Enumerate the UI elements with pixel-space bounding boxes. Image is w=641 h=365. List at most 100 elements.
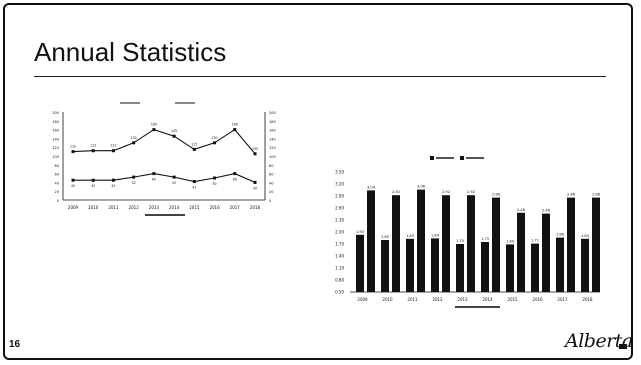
- bar-series-2: [492, 197, 500, 292]
- x-tick-label: 2009: [357, 297, 368, 302]
- legend-swatch-1: [430, 156, 434, 160]
- y-tick-label-left: 80: [55, 164, 59, 168]
- bar-data-label: 2.48: [517, 208, 526, 212]
- legend-label-mark-1: [436, 157, 454, 159]
- x-tick-label: 2010: [382, 297, 393, 302]
- y-tick-label: 1.70: [335, 242, 344, 247]
- bar-data-label: 2.86: [567, 193, 576, 197]
- y-tick-label-left: 20: [55, 190, 59, 194]
- y-tick-label: 3.50: [335, 170, 344, 175]
- y-tick-label-left: 40: [55, 181, 59, 185]
- bar-series-2: [467, 195, 475, 292]
- bar-data-label: 2.92: [392, 190, 400, 194]
- series-1-point: [111, 149, 115, 153]
- y-tick-label-left: 120: [52, 146, 59, 150]
- bar-data-label: 2.46: [542, 209, 551, 213]
- series-1-point: [233, 128, 237, 132]
- x-tick-label: 2016: [532, 297, 543, 302]
- x-tick-label: 2015: [507, 297, 518, 302]
- x-tick-label: 2011: [108, 205, 119, 210]
- bar-series-2: [567, 197, 575, 292]
- bar-series-2: [367, 190, 375, 292]
- y-tick-label-right: 200: [269, 111, 276, 115]
- series-2-point: [253, 180, 257, 184]
- series-1-point: [132, 141, 136, 145]
- bar-series-2: [417, 189, 425, 292]
- bar-series-1: [556, 237, 564, 292]
- y-tick-label-right: 120: [269, 146, 276, 150]
- series-1-point: [91, 149, 95, 153]
- series-1-data-label: 112: [90, 144, 96, 148]
- x-tick-label: 2018: [250, 205, 261, 210]
- y-tick-label-left: 160: [52, 129, 59, 133]
- series-2-point: [213, 176, 217, 180]
- bar-data-label: 3.06: [417, 185, 426, 189]
- x-tick-label: 2014: [482, 297, 493, 302]
- x-axis-title-mark: [455, 306, 500, 308]
- y-tick-label-left: 180: [52, 120, 59, 124]
- bar-series-1: [456, 244, 464, 292]
- x-tick-label: 2011: [407, 297, 418, 302]
- y-tick-label: 2.60: [335, 206, 344, 211]
- series-1-data-label: 130: [212, 136, 218, 140]
- series-2-point: [132, 175, 136, 179]
- bar-data-label: 3.04: [367, 185, 376, 189]
- y-tick-label-left: 200: [52, 111, 59, 115]
- y-tick-label-right: 180: [269, 120, 276, 124]
- series-2-point: [172, 175, 176, 179]
- y-tick-label-left: 140: [52, 137, 59, 141]
- series-1-point: [192, 147, 196, 151]
- bar-series-1: [431, 238, 439, 292]
- bar-data-label: 2.92: [467, 190, 475, 194]
- x-tick-label: 2018: [582, 297, 593, 302]
- bar-data-label: 1.83: [581, 234, 589, 238]
- series-1-data-label: 105: [252, 147, 258, 151]
- bar-data-label: 1.75: [481, 237, 489, 241]
- bar-series-2: [592, 197, 600, 292]
- series-2-point: [233, 172, 237, 176]
- y-tick-label: 2.90: [335, 194, 344, 199]
- y-tick-label-right: 0: [269, 199, 271, 203]
- y-tick-label-right: 60: [269, 173, 273, 177]
- series-1-data-label: 112: [110, 144, 116, 148]
- x-tick-label: 2012: [129, 205, 140, 210]
- x-tick-label: 2016: [209, 205, 220, 210]
- bar-series-1: [406, 238, 414, 292]
- bar-series-2: [517, 212, 525, 292]
- y-tick-label-left: 0: [57, 199, 59, 203]
- slide: [3, 3, 633, 360]
- bar-series-1: [506, 244, 514, 292]
- series-1-point: [213, 141, 217, 145]
- x-tick-label: 2014: [169, 205, 180, 210]
- series-line-1: [72, 128, 256, 155]
- series-1-point: [71, 150, 75, 154]
- legend-label-mark-2: [466, 157, 484, 159]
- y-tick-label: 0.50: [335, 290, 344, 295]
- bar-data-label: 2.92: [442, 190, 450, 194]
- series-1-point: [152, 128, 156, 132]
- legend-swatch-2: [460, 156, 464, 160]
- bar-data-label: 1.84: [431, 233, 440, 237]
- x-tick-label: 2017: [230, 205, 241, 210]
- y-tick-label: 3.20: [335, 182, 344, 187]
- bar-series-2: [542, 213, 550, 292]
- bar-data-label: 1.71: [531, 239, 539, 243]
- series-2-point: [111, 178, 115, 182]
- series-2-data-label: 40: [253, 186, 257, 190]
- series-1-point: [172, 134, 176, 138]
- series-1-point: [253, 152, 257, 156]
- bar-series-1: [531, 243, 539, 292]
- bar-data-label: 2.86: [592, 193, 601, 197]
- series-1-data-label: 110: [70, 145, 76, 149]
- y-tick-label: 2.00: [335, 230, 344, 235]
- y-tick-label-right: 80: [269, 164, 273, 168]
- bar-data-label: 2.86: [492, 193, 501, 197]
- series-2-data-label: 52: [132, 181, 136, 185]
- bar-data-label: 1.93: [356, 230, 364, 234]
- series-2-point: [91, 178, 95, 182]
- series-2-data-label: 60: [233, 178, 237, 182]
- logo-bar-mark: [619, 344, 627, 349]
- x-tick-label: 2009: [68, 205, 79, 210]
- bar-series-2: [442, 195, 450, 292]
